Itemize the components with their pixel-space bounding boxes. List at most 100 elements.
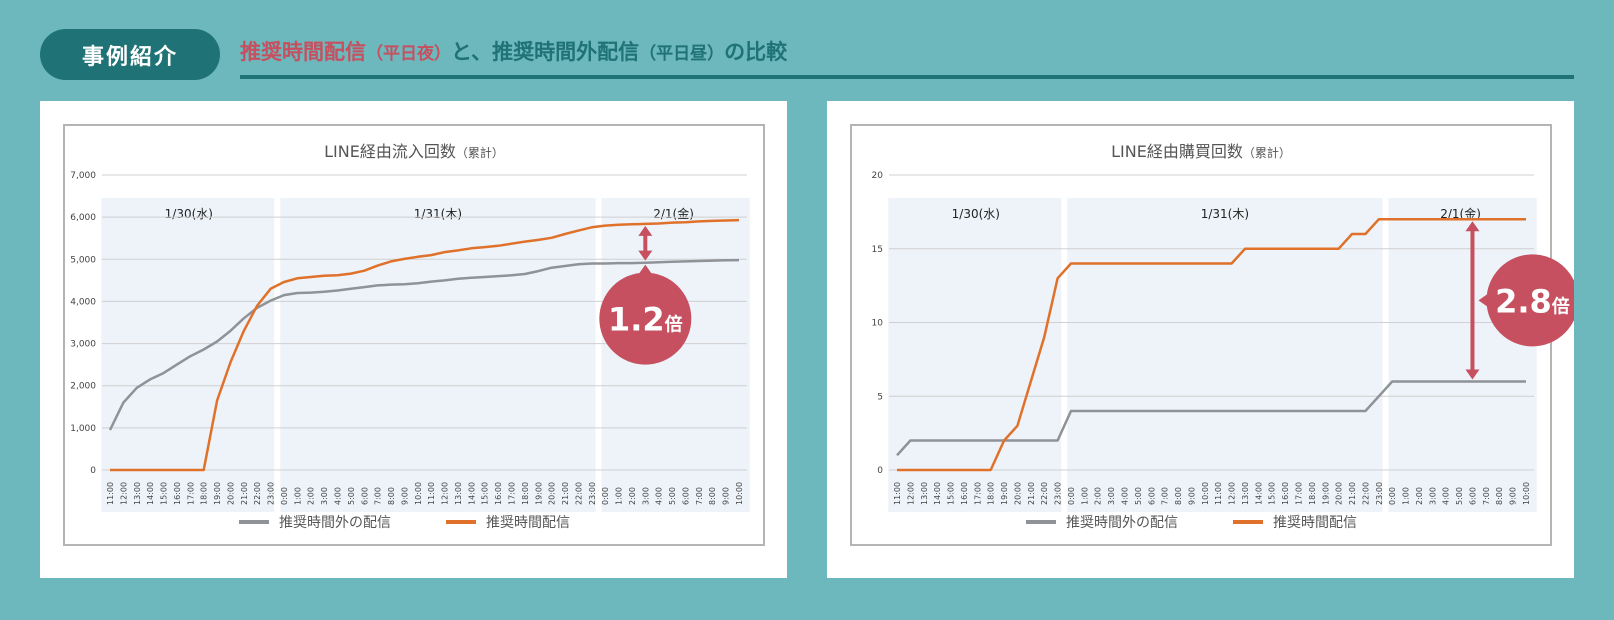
x-tick-label: 9:00 [400, 487, 409, 505]
day-band [280, 198, 596, 512]
x-tick-label: 1:00 [293, 487, 302, 505]
x-tick-label: 6:00 [681, 487, 690, 505]
series-line-recommended [110, 218, 740, 472]
x-tick-label: 1:00 [1402, 487, 1411, 505]
inflow-chart: 1/30(水) 1/31(木) 2/1(金) 0 1,000 2,000 3,000 4,00… [63, 124, 765, 546]
x-tick-label: 18:00 [987, 482, 996, 505]
x-tick-label: 7:00 [374, 487, 383, 505]
x-tick-label: 23:00 [267, 482, 276, 505]
x-tick-label: 10:00 [414, 482, 423, 505]
x-tick-label: 2:00 [1094, 487, 1103, 505]
day-band [1388, 198, 1537, 512]
ratio-text: 2.8倍 [1495, 282, 1570, 320]
x-tick-label: 9:00 [1187, 487, 1196, 505]
title-recommended-paren: （平日夜） [366, 44, 451, 64]
x-tick-label: 18:00 [521, 482, 530, 505]
x-tick-label: 17:00 [1294, 482, 1303, 505]
x-tick-label: 1:00 [615, 487, 624, 505]
ratio-unit: 倍 [665, 314, 683, 336]
series-line-non-recommended [108, 258, 740, 431]
day-band-label: 1/31(木) [1201, 207, 1249, 221]
ratio-bubble [599, 272, 692, 365]
ratio-unit: 倍 [1552, 295, 1570, 317]
x-tick-label: 14:00 [146, 482, 155, 505]
ratio-annotation: 1.2倍 [599, 225, 692, 365]
y-tick-label: 2,000 [70, 382, 96, 392]
x-tick-label: 3:00 [320, 487, 329, 505]
x-tick-label: 23:00 [1054, 482, 1063, 505]
title-underline [240, 75, 1574, 79]
chart-card-purchase: 1/30(水) 1/31(木) 2/1(金) 0 5 10 15 20 11:00 12:00 13… [827, 101, 1574, 578]
day-band [1067, 198, 1383, 512]
x-tick-label: 7:00 [695, 487, 704, 505]
x-tick-label: 5:00 [1134, 487, 1143, 505]
day-band-label: 2/1(金) [653, 206, 694, 221]
y-tick-label: 7,000 [70, 171, 96, 181]
y-tick-label: 1,000 [70, 424, 96, 434]
x-tick-label: 2:00 [1415, 487, 1424, 505]
x-tick-label: 19:00 [213, 482, 222, 505]
x-tick-label: 7:00 [1161, 487, 1170, 505]
x-tick-label: 17:00 [973, 482, 982, 505]
x-tick-label: 11:00 [1214, 482, 1223, 505]
x-tick-label: 16:00 [1281, 482, 1290, 505]
series-line-non-recommended [896, 380, 1526, 457]
x-tick-label: 17:00 [186, 482, 195, 505]
x-tick-label: 10:00 [1201, 482, 1210, 505]
x-tick-label: 10:00 [735, 482, 744, 505]
x-tick-label: 20:00 [226, 482, 235, 505]
x-tick-label: 12:00 [906, 482, 915, 505]
x-tick-label: 16:00 [173, 482, 182, 505]
x-tick-label: 2:00 [307, 487, 316, 505]
x-tick-label: 16:00 [494, 482, 503, 505]
x-tick-label: 5:00 [1455, 487, 1464, 505]
x-tick-label: 11:00 [106, 482, 115, 505]
day-band [888, 198, 1062, 512]
ratio-text: 1.2倍 [608, 301, 683, 339]
x-tick-label: 8:00 [708, 487, 717, 505]
chart-title: LINE経由流入回数（累計） [324, 142, 504, 161]
legend-label: 推奨時間外の配信 [1066, 515, 1178, 531]
y-tick-label: 20 [872, 171, 884, 181]
x-tick-label: 16:00 [960, 482, 969, 505]
ratio-arrow-head-down [1465, 369, 1480, 380]
x-tick-label: 11:00 [427, 482, 436, 505]
y-tick-label: 5 [877, 392, 883, 402]
x-tick-label: 0:00 [280, 487, 289, 505]
y-tick-label: 15 [872, 245, 883, 255]
x-tick-label: 3:00 [1428, 487, 1437, 505]
x-tick-label: 22:00 [253, 482, 262, 505]
legend-label: 推奨時間外の配信 [279, 515, 391, 531]
x-tick-label: 5:00 [668, 487, 677, 505]
legend-label: 推奨時間配信 [486, 515, 570, 531]
x-tick-label: 8:00 [387, 487, 396, 505]
ratio-arrow-head-up [638, 225, 653, 236]
title-end: の比較 [724, 40, 788, 64]
title-recommended: 推奨時間配信 [240, 40, 366, 64]
x-tick-label: 15:00 [947, 482, 956, 505]
day-band [101, 198, 275, 512]
x-tick-label: 4:00 [655, 487, 664, 505]
x-tick-label: 12:00 [119, 482, 128, 505]
x-tick-label: 13:00 [454, 482, 463, 505]
chart-title-text: LINE経由購買回数 [1111, 142, 1243, 161]
x-tick-label: 23:00 [1375, 482, 1384, 505]
x-tick-label: 22:00 [1040, 482, 1049, 505]
day-band-label: 1/30(水) [165, 207, 213, 221]
ratio-value: 2.8 [1495, 282, 1552, 320]
x-tick-label: 20:00 [1335, 482, 1344, 505]
chart-title: LINE経由購買回数（累計） [1111, 142, 1291, 161]
x-tick-label: 21:00 [1027, 482, 1036, 505]
y-tick-label: 4,000 [70, 297, 96, 307]
x-tick-label: 22:00 [574, 482, 583, 505]
x-tick-label: 21:00 [561, 482, 570, 505]
x-tick-label: 8:00 [1174, 487, 1183, 505]
x-tick-label: 13:00 [133, 482, 142, 505]
x-tick-label: 14:00 [933, 482, 942, 505]
ratio-bubble [1486, 254, 1574, 347]
x-tick-label: 13:00 [920, 482, 929, 505]
x-tick-label: 0:00 [601, 487, 610, 505]
x-tick-label: 20:00 [1013, 482, 1022, 505]
purchase-chart: 1/30(水) 1/31(木) 2/1(金) 0 5 10 15 20 11:00 12:00 13… [850, 124, 1574, 546]
y-tick-label: 5,000 [70, 255, 96, 265]
